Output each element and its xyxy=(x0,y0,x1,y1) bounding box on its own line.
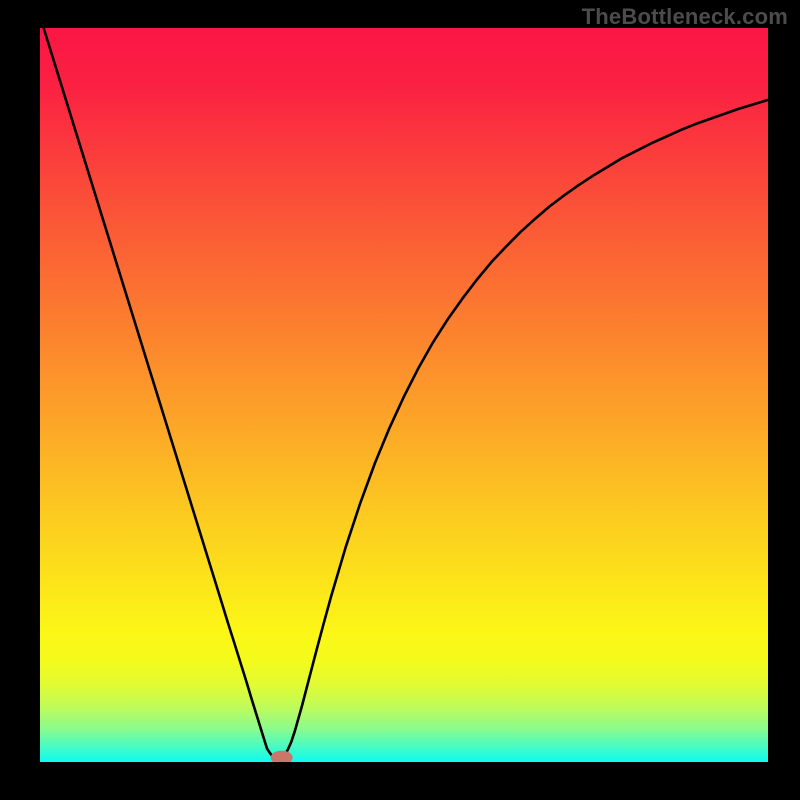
chart-frame: TheBottleneck.com xyxy=(0,0,800,800)
watermark-text: TheBottleneck.com xyxy=(582,4,788,30)
bottleneck-chart xyxy=(40,28,768,762)
